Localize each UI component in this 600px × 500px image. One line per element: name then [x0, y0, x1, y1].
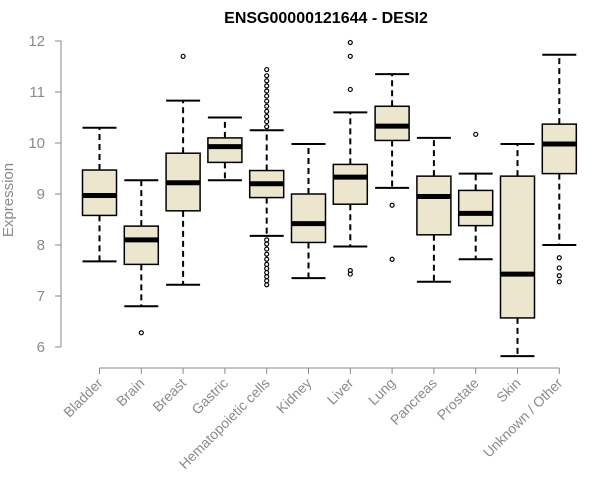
x-tick-label: Skin [493, 375, 524, 406]
box-prostate [457, 131, 494, 261]
box-gastric [207, 116, 243, 182]
outlier-point [180, 53, 186, 59]
outlier-point [264, 113, 270, 120]
outlier-point [264, 124, 270, 130]
x-tick-label: Unknown / Other [480, 375, 566, 461]
outlier-point [264, 282, 270, 288]
outlier-point [264, 269, 270, 276]
box-lung [374, 73, 410, 262]
box-breast [165, 53, 201, 286]
iqr-box [123, 225, 160, 266]
outlier-point [264, 237, 270, 243]
outlier-point [556, 273, 562, 279]
outlier-point [264, 66, 270, 73]
box-liver [332, 39, 369, 277]
box-unknown-other [541, 53, 578, 285]
outlier-point [264, 118, 270, 125]
outlier-point [347, 39, 353, 46]
iqr-box [457, 189, 494, 227]
y-tick-label: 8 [37, 237, 45, 254]
boxes-group [81, 39, 578, 358]
outlier-point [138, 330, 144, 336]
box-brain [123, 179, 160, 336]
outlier-point [264, 108, 270, 114]
x-tick-label: Breast [149, 375, 189, 415]
outlier-point [556, 255, 562, 261]
outlier-point [264, 274, 270, 280]
outlier-point [264, 246, 270, 252]
outlier-point [264, 98, 270, 104]
box-skin [499, 143, 536, 358]
box-pancreas [416, 136, 452, 283]
outlier-point [264, 83, 270, 89]
outlier-point [264, 73, 270, 79]
x-tick-label: Brain [113, 375, 147, 409]
outlier-point [264, 256, 270, 262]
box-hematopoietic-cells [248, 66, 285, 288]
outlier-point [389, 256, 395, 262]
iqr-box [416, 175, 452, 236]
outlier-point [264, 261, 270, 267]
outlier-point [264, 241, 270, 247]
iqr-box [332, 163, 369, 205]
y-tick-label: 12 [28, 33, 45, 50]
y-tick-label: 11 [29, 84, 45, 101]
outlier-point [264, 265, 270, 272]
outlier-point [473, 131, 479, 137]
outlier-point [264, 251, 270, 257]
y-axis-label: Expression [0, 163, 17, 237]
outlier-point [556, 279, 562, 285]
iqr-box [81, 169, 118, 217]
iqr-box [374, 105, 410, 142]
outlier-point [347, 86, 353, 93]
x-tick-label: Prostate [434, 375, 482, 423]
x-tick-label: Liver [324, 375, 357, 408]
iqr-box [499, 175, 536, 319]
outlier-point [556, 265, 562, 271]
chart-title: ENSG00000121644 - DESI2 [224, 10, 428, 27]
outlier-point [347, 267, 353, 274]
iqr-box [290, 193, 327, 244]
box-bladder [81, 126, 118, 263]
box-kidney [290, 143, 327, 280]
iqr-box [541, 123, 578, 175]
outlier-point [347, 53, 353, 59]
iqr-box [207, 137, 243, 164]
x-tick-label: Bladder [60, 375, 106, 421]
outlier-point [264, 78, 270, 84]
y-axis: 6 7 8 9 10 11 12 [28, 33, 62, 356]
y-tick-label: 9 [37, 186, 45, 203]
outlier-point [389, 202, 395, 208]
y-tick-label: 10 [28, 135, 45, 152]
outlier-point [264, 88, 270, 94]
outlier-point [264, 93, 270, 99]
x-tick-label: Lung [365, 375, 398, 408]
y-tick-label: 6 [37, 339, 45, 356]
y-tick-label: 7 [37, 288, 45, 305]
outlier-point [264, 278, 270, 284]
x-tick-label: Kidney [273, 375, 315, 417]
outlier-point [264, 103, 270, 109]
